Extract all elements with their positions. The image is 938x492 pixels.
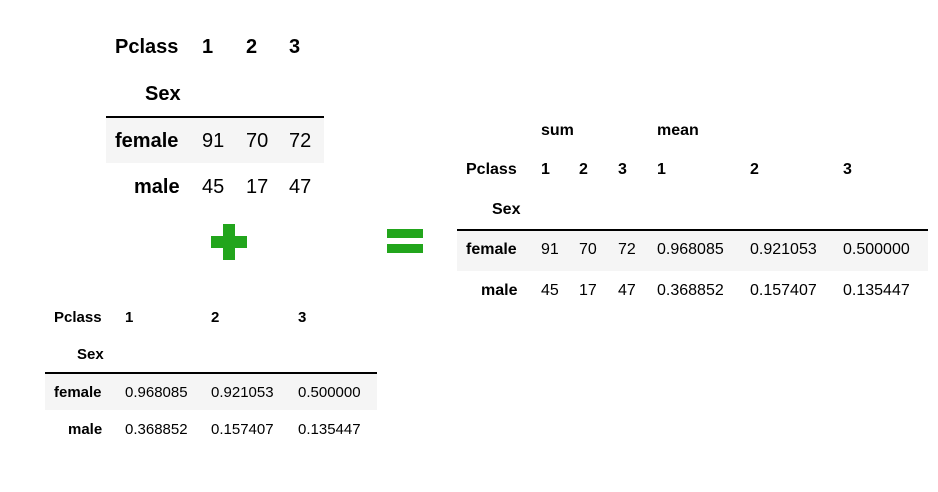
header-divider <box>106 116 324 118</box>
table-cell: 0.921053 <box>211 384 274 401</box>
index-label-row: Sex <box>457 201 928 223</box>
column-header: 3 <box>843 161 852 178</box>
table-cell: 0.157407 <box>211 421 274 438</box>
table-cell: 0.968085 <box>125 384 188 401</box>
index-label-row: Sex <box>45 346 377 366</box>
header-divider <box>457 229 928 231</box>
top-header: mean <box>657 122 699 139</box>
column-header: 2 <box>246 36 258 58</box>
table-cell: 45 <box>202 176 225 198</box>
column-header: 2 <box>579 161 588 178</box>
column-header: 2 <box>211 309 220 326</box>
table-row: male 45 17 47 <box>106 176 324 202</box>
row-label: female <box>54 384 102 401</box>
table-cell: 0.921053 <box>750 241 817 258</box>
table-cell: 17 <box>579 282 597 299</box>
table-row: male 45 17 47 0.368852 0.157407 0.135447 <box>457 282 928 304</box>
table-cell: 0.968085 <box>657 241 724 258</box>
row-label: male <box>68 421 103 438</box>
table-row: female 91 70 72 0.968085 0.921053 0.5000… <box>457 241 928 263</box>
columns-label: Pclass <box>115 36 179 58</box>
columns-label: Pclass <box>466 161 517 178</box>
table-cell: 0.135447 <box>843 282 910 299</box>
top-header-row: sum mean <box>457 122 928 144</box>
table-row: female 0.968085 0.921053 0.500000 <box>45 384 377 404</box>
mean-dataframe: Pclass 1 2 3 Sex female 0.968085 0.92105… <box>45 305 377 445</box>
table-cell: 0.368852 <box>125 421 188 438</box>
column-header: 3 <box>618 161 627 178</box>
table-cell: 0.157407 <box>750 282 817 299</box>
column-header: 2 <box>750 161 759 178</box>
row-label: male <box>481 282 518 299</box>
header-row: Pclass 1 2 3 <box>45 309 377 329</box>
header-row: Pclass 1 2 3 1 2 3 <box>457 161 928 183</box>
row-label: female <box>466 241 517 258</box>
column-header: 1 <box>657 161 666 178</box>
table-cell: 0.135447 <box>298 421 361 438</box>
top-header: sum <box>541 122 574 139</box>
header-divider <box>45 372 377 374</box>
table-cell: 72 <box>618 241 636 258</box>
table-cell: 72 <box>289 130 312 152</box>
table-cell: 91 <box>202 130 225 152</box>
table-cell: 45 <box>541 282 559 299</box>
index-label: Sex <box>492 201 521 218</box>
table-cell: 0.500000 <box>843 241 910 258</box>
table-cell: 70 <box>579 241 597 258</box>
column-header: 1 <box>125 309 134 326</box>
table-cell: 47 <box>618 282 636 299</box>
column-header: 1 <box>202 36 214 58</box>
row-label: male <box>134 176 180 198</box>
table-cell: 0.368852 <box>657 282 724 299</box>
table-cell: 47 <box>289 176 312 198</box>
column-header: 3 <box>289 36 301 58</box>
table-cell: 70 <box>246 130 269 152</box>
row-stripe <box>106 118 324 163</box>
columns-label: Pclass <box>54 309 102 326</box>
column-header: 3 <box>298 309 307 326</box>
header-row: Pclass 1 2 3 <box>106 36 324 62</box>
row-label: female <box>115 130 179 152</box>
table-cell: 0.500000 <box>298 384 361 401</box>
table-cell: 17 <box>246 176 269 198</box>
index-label: Sex <box>145 83 181 105</box>
sum-dataframe: Pclass 1 2 3 Sex female 91 70 72 male 45… <box>106 30 324 210</box>
column-header: 1 <box>541 161 550 178</box>
result-dataframe: sum mean Pclass 1 2 3 1 2 3 Sex female 9… <box>457 118 928 308</box>
index-label: Sex <box>77 346 104 363</box>
row-stripe <box>457 231 928 271</box>
table-row: female 91 70 72 <box>106 130 324 156</box>
table-cell: 91 <box>541 241 559 258</box>
row-stripe <box>45 374 377 410</box>
table-row: male 0.368852 0.157407 0.135447 <box>45 421 377 441</box>
index-label-row: Sex <box>106 83 324 109</box>
